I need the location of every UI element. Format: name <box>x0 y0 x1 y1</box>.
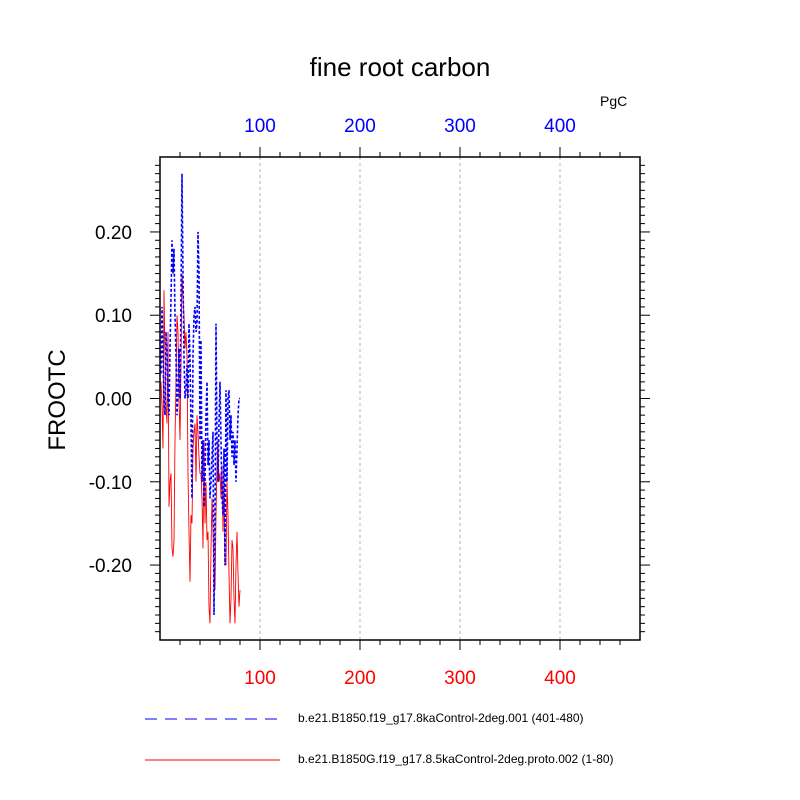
top-axis-units: PgC <box>600 93 628 109</box>
x-tick-label-bottom: 400 <box>544 668 576 689</box>
axis-ticks: 100 100 200 200 300 300 400 400 0.20 0.10 0.00 -0.1… <box>89 116 650 689</box>
x-tick-label-top: 200 <box>344 116 376 137</box>
x-tick-label-bottom: 200 <box>344 668 376 689</box>
x-tick-label-top: 100 <box>244 116 276 137</box>
y-tick-label: -0.20 <box>89 556 132 577</box>
x-tick-label-bottom: 100 <box>244 668 276 689</box>
legend-label-1: b.e21.B1850.f19_g17.8kaControl-2deg.001 … <box>298 711 584 725</box>
series-line-2 <box>160 273 241 624</box>
y-tick-label: 0.10 <box>95 306 132 327</box>
plot-frame <box>159 156 641 641</box>
x-tick-label-bottom: 300 <box>444 668 476 689</box>
series-lines <box>160 173 241 624</box>
grid-lines <box>259 157 561 640</box>
y-tick-label: -0.10 <box>89 473 132 494</box>
chart-title: fine root carbon <box>309 52 491 82</box>
y-tick-label: 0.20 <box>95 223 132 244</box>
legend-label-2: b.e21.B1850G.f19_g17.8.5kaControl-2deg.p… <box>298 752 614 766</box>
y-tick-label: 0.00 <box>95 390 132 411</box>
legend <box>145 718 280 761</box>
x-tick-label-top: 400 <box>544 116 576 137</box>
x-tick-label-top: 300 <box>444 116 476 137</box>
series-line-1 <box>160 173 240 616</box>
